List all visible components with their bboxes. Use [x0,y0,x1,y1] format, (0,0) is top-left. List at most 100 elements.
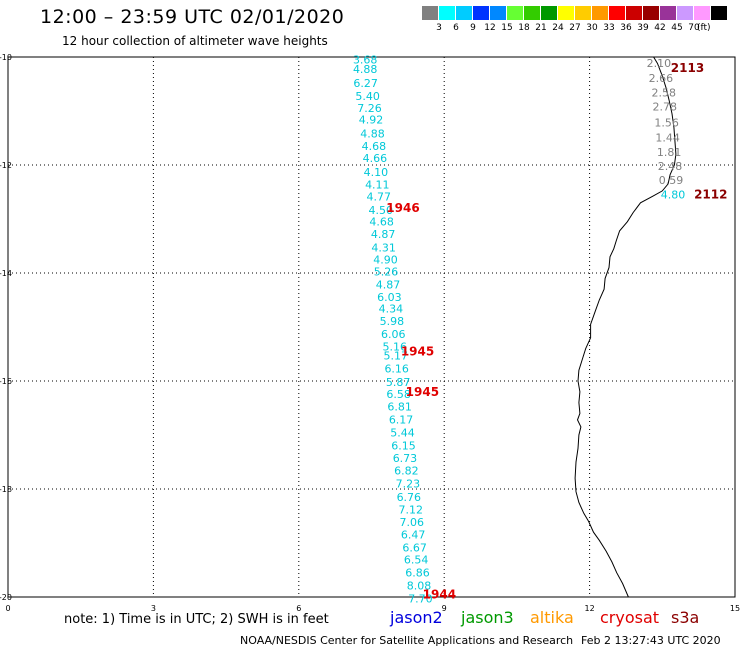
scale-swatch [490,6,506,20]
wave-height-value: 2.78 [652,101,677,114]
wave-height-value: 0.59 [659,174,684,187]
wave-height-value: 1.81 [657,146,682,159]
wave-height-value: 4.92 [359,114,384,127]
wave-height-value: 7.70 [408,593,433,606]
y-tick-label: -14 [0,269,12,278]
y-tick-label: -10 [0,53,12,62]
satellite-legend-altika: altika [530,608,574,627]
scale-swatch [643,6,659,20]
wave-height-value: 1.44 [655,131,680,144]
wave-height-value: 6.27 [353,77,378,90]
pass-time-label: 1945 [401,344,434,358]
scale-swatch [473,6,489,20]
wave-height-value: 6.15 [391,439,416,452]
wave-height-value: 7.23 [396,478,421,491]
footer-timestamp: Feb 2 13:27:43 UTC 2020 [581,634,721,647]
x-tick-label: 3 [151,604,156,613]
pass-time-label: 1945 [406,385,439,399]
wave-height-value: 7.26 [357,102,382,115]
scale-unit-label: (ft) [697,23,711,33]
wave-height-value: 6.73 [393,452,418,465]
x-tick-label: 15 [730,604,740,613]
y-tick-label: -20 [0,593,12,602]
x-tick-label: 6 [296,604,301,613]
wave-height-value: 5.17 [383,350,408,363]
scale-swatch [507,6,523,20]
wave-height-value: 4.80 [661,189,686,202]
scale-tick-label: 15 [501,23,513,33]
scale-tick-label: 42 [654,23,666,33]
scale-tick-label: 45 [671,23,683,33]
wave-height-value: 4.87 [371,228,396,241]
wave-height-value: 4.68 [362,140,387,153]
wave-height-value: 4.90 [373,254,398,267]
satellite-legend-jason2: jason2 [390,608,443,627]
scale-swatch [422,6,438,20]
wave-height-value: 2.48 [658,160,683,173]
x-tick-label: 12 [585,604,595,613]
wave-height-value: 4.50 [368,204,393,217]
wave-height-value: 6.81 [387,400,412,413]
scale-tick-label: 9 [470,23,476,33]
wave-height-value: 2.10 [647,57,672,70]
scale-swatch [660,6,676,20]
wave-height-value: 5.44 [390,426,415,439]
scale-swatch [677,6,693,20]
wave-height-value: 6.16 [384,363,409,376]
scale-swatch [439,6,455,20]
wave-height-value: 7.06 [399,516,424,529]
scale-tick-label: 27 [569,23,581,33]
wave-height-value: 4.31 [371,242,396,255]
x-tick-label: 9 [442,604,447,613]
scale-swatch [694,6,710,20]
wave-height-value: 4.34 [379,303,404,316]
scale-swatch [609,6,625,20]
wave-height-value: 5.26 [374,265,399,278]
wave-height-value: 4.66 [363,152,388,165]
pass-time-label: 2113 [671,61,704,75]
scale-tick-label: 3 [436,23,442,33]
scale-tick-label: 70 [688,23,700,33]
wave-height-value: 5.87 [386,376,411,389]
wave-height-value: 6.82 [394,465,419,478]
wave-height-value: 4.11 [365,178,390,191]
pass-time-label: 1946 [386,201,419,215]
wave-height-value: 4.87 [376,278,401,291]
wave-height-value: 7.12 [399,504,424,517]
satellite-legend-s3a: s3a [671,608,700,627]
scale-swatch [626,6,642,20]
wave-height-value: 4.77 [367,190,392,203]
wave-height-value: 6.76 [397,491,422,504]
scale-swatch [541,6,557,20]
wave-height-value: 6.67 [402,541,427,554]
coastline [574,56,677,598]
map-title: 12:00 – 23:59 UTC 02/01/2020 [40,6,345,28]
pass-time-label: 1944 [423,587,456,601]
scale-swatch [456,6,472,20]
scale-tick-label: 24 [552,23,564,33]
wave-height-value: 4.68 [369,216,394,229]
y-tick-label: -12 [0,161,12,170]
plot-frame [7,56,736,598]
wave-height-value: 8.08 [407,580,432,593]
scale-swatch [558,6,574,20]
scale-tick-label: 33 [603,23,615,33]
pass-time-label: 2112 [694,188,727,202]
footer-credit: NOAA/NESDIS Center for Satellite Applica… [240,634,574,647]
wave-height-value: 6.58 [386,388,411,401]
wave-height-value: 6.86 [405,567,430,580]
scale-tick-label: 21 [535,23,547,33]
scale-swatch [575,6,591,20]
wave-height-value: 4.88 [360,128,385,141]
satellite-legend-jason3: jason3 [461,608,514,627]
map-subtitle: 12 hour collection of altimeter wave hei… [62,34,328,48]
wave-height-value: 6.03 [377,291,402,304]
wave-height-value: 6.54 [404,554,429,567]
x-tick-label: 0 [5,604,10,613]
wave-height-value: 6.17 [389,413,414,426]
scale-tick-label: 36 [620,23,632,33]
wave-height-value: 4.10 [364,166,389,179]
scale-tick-label: 18 [518,23,530,33]
wave-height-value: 6.47 [401,528,426,541]
